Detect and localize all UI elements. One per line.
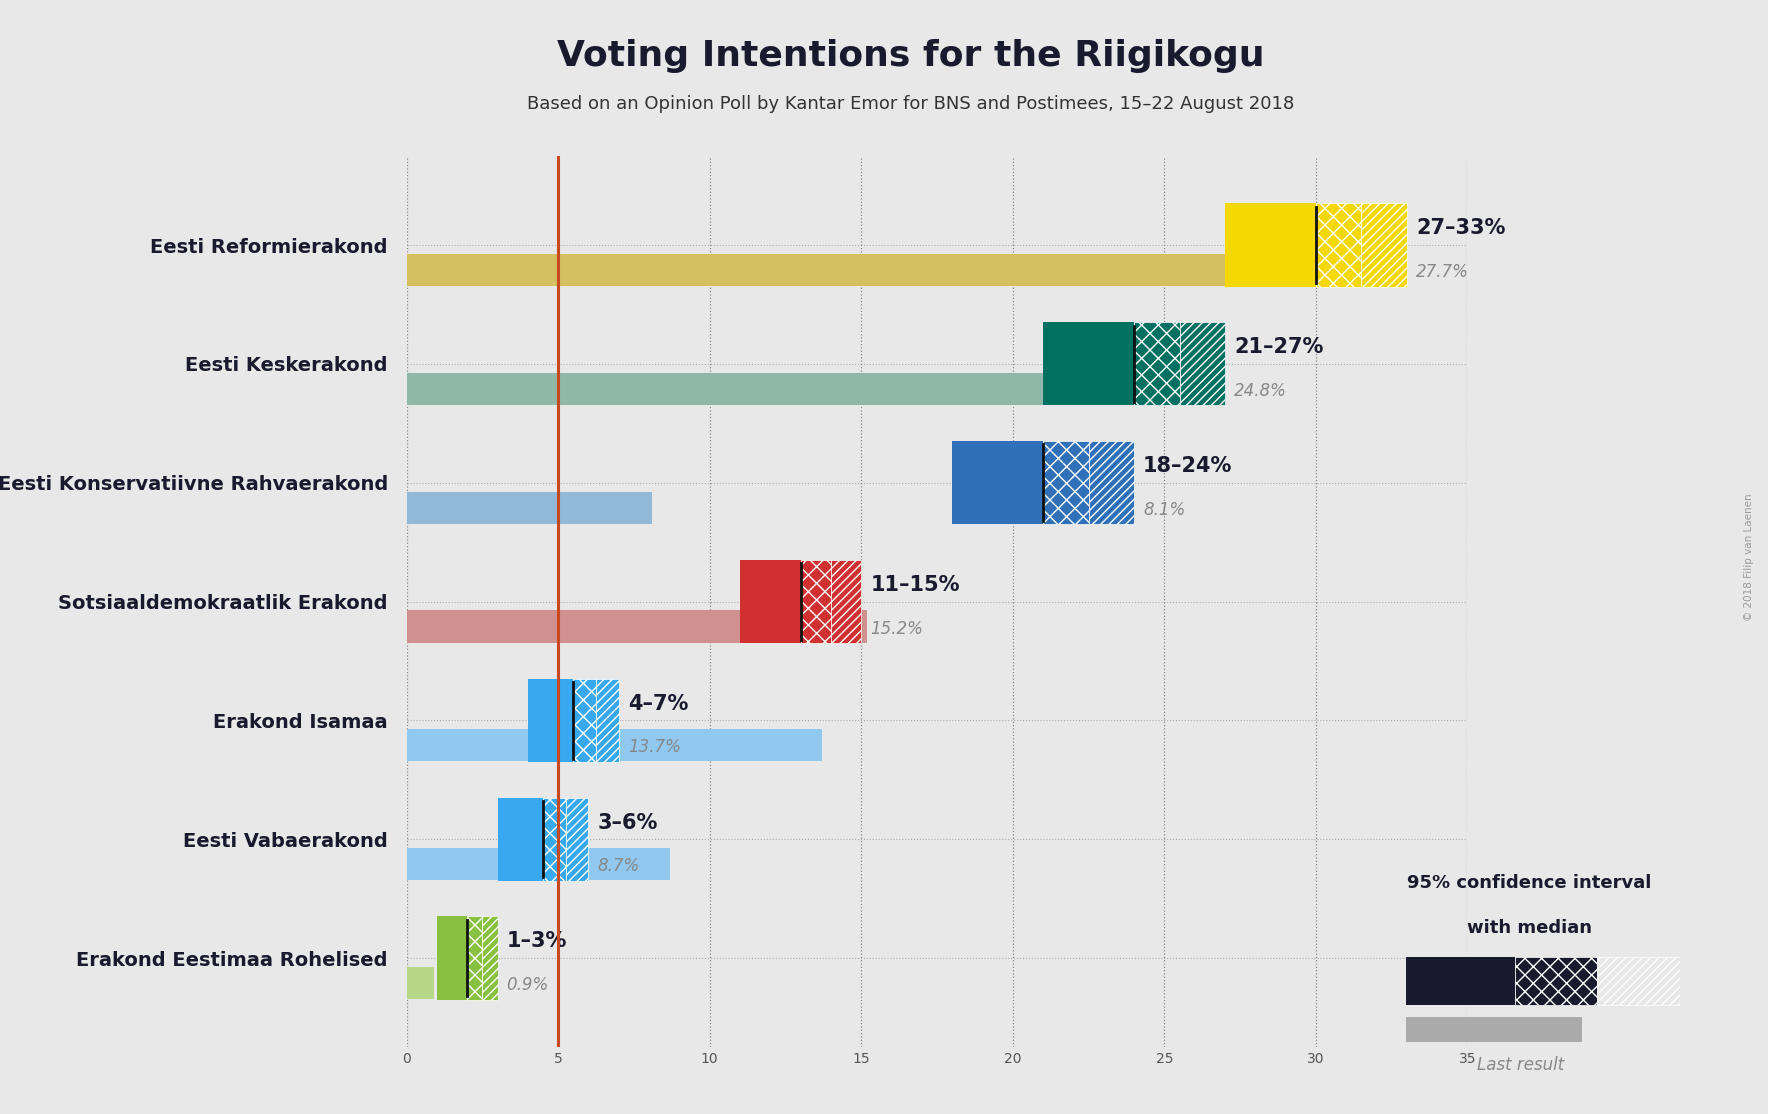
Text: 11–15%: 11–15%	[870, 575, 960, 595]
Bar	[407, 610, 868, 643]
Text: 21–27%: 21–27%	[1234, 338, 1324, 358]
Text: © 2018 Filip van Laenen: © 2018 Filip van Laenen	[1743, 494, 1754, 620]
Bar	[566, 798, 589, 881]
Text: 13.7%: 13.7%	[628, 739, 681, 756]
Bar	[407, 373, 1158, 404]
Bar	[543, 798, 566, 881]
Text: 1–3%: 1–3%	[507, 931, 568, 951]
Bar	[831, 560, 861, 643]
Bar	[529, 678, 573, 762]
Bar	[407, 967, 433, 999]
Bar	[1043, 322, 1133, 405]
Text: Last result: Last result	[1476, 1056, 1565, 1074]
Bar	[1315, 204, 1361, 286]
Bar	[1089, 441, 1133, 525]
Text: 8.1%: 8.1%	[1144, 501, 1185, 519]
Text: 15.2%: 15.2%	[870, 619, 923, 637]
Bar	[1225, 204, 1315, 286]
Bar	[1515, 957, 1598, 1006]
Text: 4–7%: 4–7%	[628, 694, 688, 714]
Bar	[407, 254, 1246, 286]
Text: 8.7%: 8.7%	[598, 858, 640, 876]
Bar	[1361, 204, 1407, 286]
Text: Based on an Opinion Poll by Kantar Emor for BNS and Postimees, 15–22 August 2018: Based on an Opinion Poll by Kantar Emor …	[527, 95, 1294, 113]
Bar	[1133, 322, 1179, 405]
Bar	[1406, 1017, 1582, 1042]
Bar	[573, 678, 596, 762]
Text: 95% confidence interval: 95% confidence interval	[1407, 874, 1651, 892]
Bar	[1043, 441, 1089, 525]
Bar	[1179, 322, 1225, 405]
Bar	[407, 848, 670, 880]
Text: 3–6%: 3–6%	[598, 812, 658, 832]
Bar	[801, 560, 831, 643]
Bar	[1598, 957, 1680, 1006]
Bar	[497, 798, 543, 881]
Text: Voting Intentions for the Riigikogu: Voting Intentions for the Riigikogu	[557, 39, 1264, 74]
Text: 27–33%: 27–33%	[1416, 218, 1505, 238]
Text: with median: with median	[1467, 919, 1591, 937]
Bar	[407, 491, 652, 524]
Bar	[953, 441, 1043, 525]
Bar	[437, 917, 467, 999]
Bar	[1406, 957, 1515, 1006]
Bar	[596, 678, 619, 762]
Bar	[467, 917, 483, 999]
Bar	[741, 560, 801, 643]
Text: 27.7%: 27.7%	[1416, 263, 1469, 281]
Bar	[483, 917, 497, 999]
Bar	[407, 730, 822, 761]
Text: 24.8%: 24.8%	[1234, 382, 1287, 400]
Text: 18–24%: 18–24%	[1144, 456, 1232, 476]
Text: 0.9%: 0.9%	[507, 976, 548, 994]
